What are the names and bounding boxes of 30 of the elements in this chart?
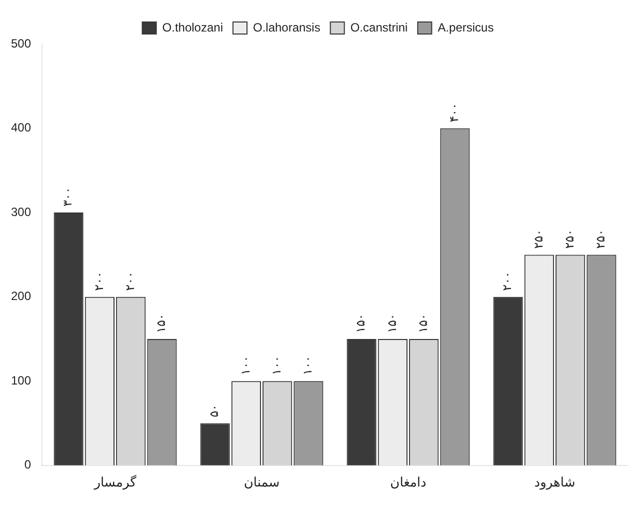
legend-label: O.lahoransis — [252, 20, 320, 34]
x-tick-label: دامغان — [390, 476, 427, 491]
data-label: ۲۵۰ — [531, 229, 546, 249]
data-label: ۱۵۰ — [354, 314, 368, 333]
y-tick-label: 0 — [24, 458, 32, 472]
data-label: ۱۰۰ — [238, 356, 252, 376]
data-label: ۱۰۰ — [300, 356, 315, 376]
data-label: ۱۵۰ — [416, 314, 430, 333]
data-label: ۲۰۰ — [500, 271, 514, 291]
legend-label: O.tholozani — [162, 20, 223, 34]
y-tick-label: 200 — [10, 289, 32, 304]
data-label: ۴۰۰ — [447, 102, 462, 122]
data-label: ۳۰۰ — [60, 187, 75, 207]
data-label: ۱۵۰ — [384, 314, 399, 333]
data-label: ۲۵۰ — [562, 229, 576, 249]
y-tick-label: 300 — [10, 204, 32, 219]
y-tick-label: 400 — [10, 120, 32, 135]
data-label: ۲۰۰ — [122, 271, 137, 291]
y-tick-label: 100 — [10, 373, 32, 388]
data-label: ۲۰۰ — [92, 271, 106, 291]
legend-label: A.persicus — [438, 20, 494, 34]
data-label: ۱۵۰ — [154, 314, 168, 333]
x-tick-label: گرمسار — [93, 474, 138, 491]
legend-label: O.canstrini — [350, 20, 408, 34]
data-label: ۲۵۰ — [594, 229, 608, 249]
y-tick-label: 500 — [10, 36, 32, 50]
data-label: ۵۰ — [207, 404, 222, 418]
x-tick-label: سمنان — [244, 476, 280, 491]
data-label: ۱۰۰ — [269, 356, 284, 376]
x-tick-label: شاهرود — [534, 476, 576, 491]
